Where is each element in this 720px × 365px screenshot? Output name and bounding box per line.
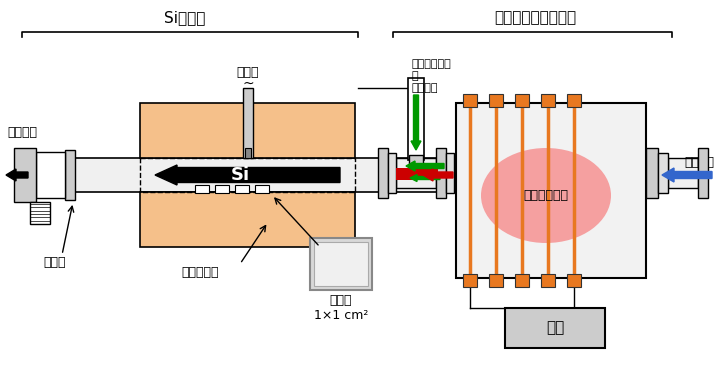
Bar bbox=[388, 153, 396, 193]
Text: 水素ガス: 水素ガス bbox=[684, 157, 714, 169]
FancyArrow shape bbox=[410, 174, 440, 181]
Bar bbox=[396, 158, 436, 188]
Bar bbox=[140, 158, 355, 192]
Text: 四塩化ケイ素
＋
アルゴン: 四塩化ケイ素 ＋ アルゴン bbox=[412, 59, 451, 93]
Bar bbox=[65, 158, 460, 192]
Bar bbox=[195, 185, 209, 193]
Bar bbox=[310, 238, 372, 290]
Bar bbox=[698, 148, 708, 198]
Bar bbox=[378, 148, 388, 198]
Bar bbox=[541, 274, 555, 287]
Bar bbox=[255, 185, 269, 193]
Text: ポンプへ: ポンプへ bbox=[7, 127, 37, 139]
Bar bbox=[505, 308, 605, 348]
Bar bbox=[463, 94, 477, 107]
FancyArrow shape bbox=[406, 161, 444, 171]
Bar bbox=[515, 94, 529, 107]
Text: 石英板
1×1 cm²: 石英板 1×1 cm² bbox=[314, 294, 368, 322]
FancyArrow shape bbox=[411, 95, 421, 150]
Bar bbox=[541, 94, 555, 107]
Bar bbox=[314, 242, 368, 286]
Bar bbox=[515, 274, 529, 287]
Bar bbox=[567, 94, 581, 107]
FancyArrow shape bbox=[662, 168, 712, 182]
Bar bbox=[140, 103, 355, 158]
Bar bbox=[408, 78, 424, 160]
Bar bbox=[215, 185, 229, 193]
Ellipse shape bbox=[481, 148, 611, 243]
Bar bbox=[463, 274, 477, 287]
Text: 熱電対: 熱電対 bbox=[237, 65, 259, 78]
Bar bbox=[235, 185, 249, 193]
Bar bbox=[409, 155, 423, 165]
FancyArrow shape bbox=[423, 169, 453, 181]
Text: 水素ラジカル: 水素ラジカル bbox=[523, 189, 569, 202]
FancyArrow shape bbox=[6, 169, 28, 181]
Bar bbox=[646, 148, 658, 198]
Bar bbox=[14, 148, 36, 202]
FancyArrow shape bbox=[155, 165, 340, 185]
Bar bbox=[446, 153, 454, 193]
Bar bbox=[489, 274, 503, 287]
Bar bbox=[668, 158, 698, 188]
Bar bbox=[567, 274, 581, 287]
Bar bbox=[243, 88, 253, 158]
Text: 管状電気炉: 管状電気炉 bbox=[181, 265, 219, 278]
Bar bbox=[140, 192, 355, 247]
Text: Si生成炉: Si生成炉 bbox=[164, 11, 206, 26]
Bar bbox=[245, 148, 251, 158]
Bar bbox=[30, 202, 50, 224]
Text: 水素ラジカル発生器: 水素ラジカル発生器 bbox=[494, 11, 576, 26]
Text: 石英管: 石英管 bbox=[44, 257, 66, 269]
Text: Si: Si bbox=[230, 166, 250, 184]
Bar bbox=[489, 94, 503, 107]
Bar bbox=[396, 168, 438, 180]
Text: ~: ~ bbox=[242, 77, 254, 91]
Bar bbox=[456, 103, 646, 278]
Bar bbox=[658, 153, 668, 193]
Bar bbox=[65, 150, 75, 200]
Bar bbox=[436, 148, 446, 198]
Text: 電源: 電源 bbox=[546, 320, 564, 335]
Bar bbox=[36, 152, 65, 198]
